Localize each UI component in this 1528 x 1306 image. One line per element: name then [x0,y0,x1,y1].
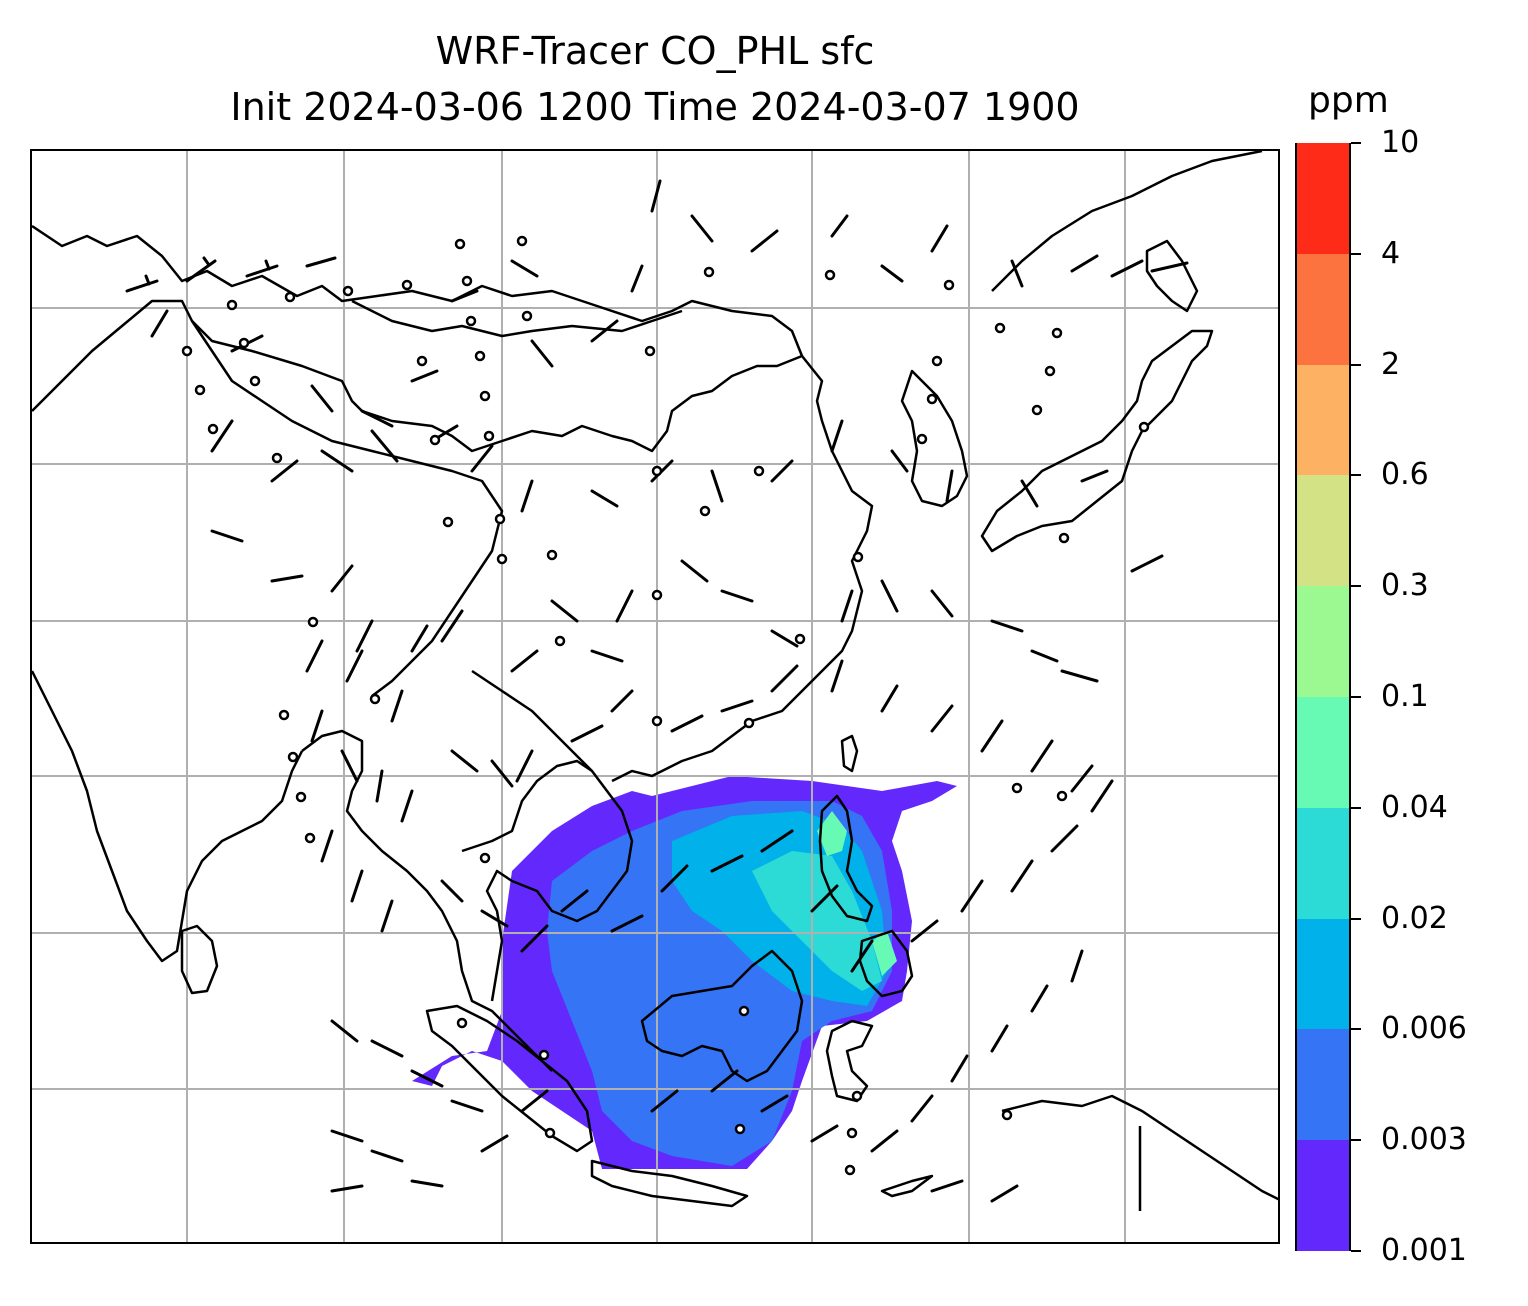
border-china-mongolia [351,299,683,338]
coastline-philippines-mindanao [858,929,914,998]
colorbar-segment [1297,475,1349,587]
colorbar-tick-label: 0.3 [1381,568,1429,604]
coastline-korea-peninsula [900,369,969,508]
coastline-timor [880,1174,934,1198]
plume-level-0.04-b [872,931,897,976]
colorbar-segment [1297,807,1349,919]
colorbar-tick-label: 0.04 [1381,789,1448,825]
colorbar-unit-label: ppm [1308,80,1389,121]
coastline-russia-far-east [991,151,1263,292]
colorbar-tick-label: 4 [1381,235,1401,271]
colorbar-tick-mark [1351,252,1361,255]
colorbar [1295,143,1351,1251]
coastline-mainland [32,224,804,453]
colorbar-tick-mark [1351,585,1361,588]
coastline-sri-lanka [180,924,219,995]
colorbar-tick-mark [1351,142,1361,144]
colorbar-tick-label: 0.006 [1381,1011,1467,1047]
wind-barbs [125,179,1189,1203]
plume-level-0.04 [817,811,847,856]
coastline-hokkaido [1145,239,1199,313]
colorbar-tick-mark [1351,1028,1361,1031]
coastline-japan [980,329,1214,553]
coastline-china-east [611,355,874,783]
colorbar-tick-label: 0.6 [1381,457,1429,493]
colorbar-segment [1297,586,1349,697]
colorbar-tick-mark [1351,696,1361,698]
colorbar-tick-mark [1351,1250,1361,1252]
map-panel [30,149,1280,1244]
colorbar-segment [1297,253,1349,365]
colorbar-tick-label: 0.1 [1381,679,1429,714]
colorbar-segment [1297,364,1349,476]
border-china-west [190,320,504,697]
coastline-borneo [640,949,804,1083]
calm-wind-circles [181,235,1150,1176]
plume-level-0.02 [752,851,882,991]
coastline-indochina [461,759,634,1002]
coastline-sulawesi [825,1019,874,1103]
colorbar-segment [1297,918,1349,1030]
coastline-india-west [32,670,304,963]
colorbar-segment [1297,697,1349,808]
colorbar-tick-label: 0.003 [1381,1122,1467,1158]
coastline-philippines-luzon [818,794,874,923]
map-gridlines [32,151,1278,1242]
colorbar-tick-mark [1351,474,1361,477]
colorbar-segment [1297,1029,1349,1141]
coastline-new-guinea [1001,1094,1278,1201]
coastline-taiwan [840,734,859,773]
colorbar-tick-label: 0.02 [1381,900,1448,936]
border-indochina [471,669,593,772]
colorbar-tick-mark [1351,917,1361,920]
colorbar-tick-label: 2 [1381,346,1401,382]
coastline-sumatra [425,1004,594,1153]
colorbar-tick-mark [1351,363,1361,366]
colorbar-segment [1297,1140,1349,1251]
colorbar-tick-mark [1351,806,1361,809]
map-title: WRF-Tracer CO_PHL sfc [435,29,875,73]
map-canvas [32,151,1278,1242]
map-subtitle: Init 2024-03-06 1200 Time 2024-03-07 190… [230,85,1080,129]
tracer-plume [412,776,957,1169]
coastlines [32,151,1278,1211]
colorbar-tick-label: 0.001 [1381,1233,1467,1268]
coastline-java [590,1159,749,1208]
coastline-bay-of-bengal [301,729,553,1072]
colorbar-tick-mark [1351,1139,1361,1142]
colorbar-segment [1297,143,1349,254]
colorbar-tick-label: 10 [1381,125,1420,160]
